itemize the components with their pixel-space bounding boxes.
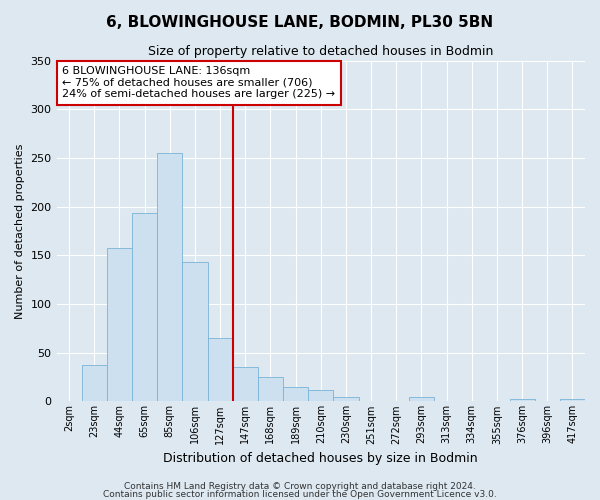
Bar bbox=[560, 400, 585, 402]
Bar bbox=[509, 400, 535, 402]
Bar bbox=[334, 398, 359, 402]
Bar bbox=[208, 338, 233, 402]
Text: 6, BLOWINGHOUSE LANE, BODMIN, PL30 5BN: 6, BLOWINGHOUSE LANE, BODMIN, PL30 5BN bbox=[106, 15, 494, 30]
Bar bbox=[409, 396, 434, 402]
Bar bbox=[308, 390, 334, 402]
Bar bbox=[233, 368, 258, 402]
Bar bbox=[157, 153, 182, 402]
Title: Size of property relative to detached houses in Bodmin: Size of property relative to detached ho… bbox=[148, 45, 493, 58]
Text: Contains HM Land Registry data © Crown copyright and database right 2024.: Contains HM Land Registry data © Crown c… bbox=[124, 482, 476, 491]
Text: 6 BLOWINGHOUSE LANE: 136sqm
← 75% of detached houses are smaller (706)
24% of se: 6 BLOWINGHOUSE LANE: 136sqm ← 75% of det… bbox=[62, 66, 335, 100]
X-axis label: Distribution of detached houses by size in Bodmin: Distribution of detached houses by size … bbox=[163, 452, 478, 465]
Bar bbox=[107, 248, 132, 402]
Bar bbox=[283, 387, 308, 402]
Bar bbox=[82, 366, 107, 402]
Bar bbox=[132, 214, 157, 402]
Bar bbox=[258, 377, 283, 402]
Y-axis label: Number of detached properties: Number of detached properties bbox=[15, 144, 25, 318]
Bar bbox=[182, 262, 208, 402]
Text: Contains public sector information licensed under the Open Government Licence v3: Contains public sector information licen… bbox=[103, 490, 497, 499]
